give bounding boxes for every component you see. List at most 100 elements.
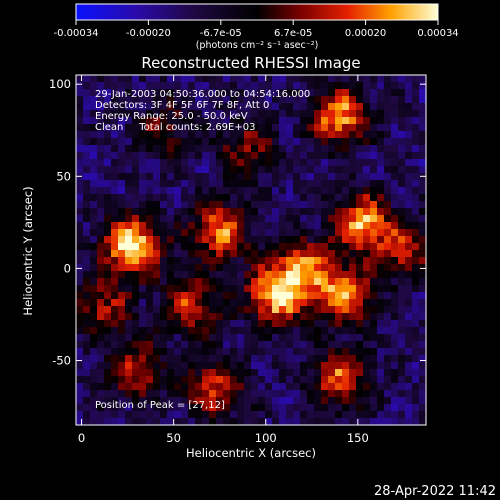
heatmap-cell (419, 75, 427, 83)
heatmap-cell (251, 180, 259, 188)
heatmap-cell (251, 411, 259, 419)
heatmap-cell (118, 124, 126, 132)
heatmap-cell (139, 369, 147, 377)
heatmap-cell (293, 243, 301, 251)
heatmap-cell (104, 362, 112, 370)
heatmap-cell (209, 278, 217, 286)
heatmap-cell (90, 418, 98, 426)
heatmap-cell (321, 103, 329, 111)
heatmap-cell (272, 348, 280, 356)
heatmap-cell (104, 355, 112, 363)
heatmap-cell (132, 124, 140, 132)
heatmap-cell (160, 411, 168, 419)
heatmap-cell (321, 159, 329, 167)
heatmap-cell (76, 117, 84, 125)
heatmap-cell (202, 82, 210, 90)
heatmap-cell (209, 215, 217, 223)
heatmap-cell (342, 313, 350, 321)
heatmap-cell (146, 117, 154, 125)
heatmap-cell (300, 243, 308, 251)
heatmap-cell (286, 348, 294, 356)
heatmap-cell (237, 187, 245, 195)
heatmap-cell (237, 82, 245, 90)
heatmap-cell (356, 124, 364, 132)
heatmap-cell (132, 131, 140, 139)
heatmap-cell (188, 404, 196, 412)
heatmap-cell (132, 82, 140, 90)
heatmap-cell (153, 110, 161, 118)
heatmap-cell (251, 173, 259, 181)
heatmap-cell (209, 264, 217, 272)
heatmap-cell (279, 369, 287, 377)
heatmap-cell (118, 222, 126, 230)
heatmap-cell (258, 292, 266, 300)
heatmap-cell (181, 75, 189, 83)
heatmap-cell (272, 285, 280, 293)
annotation-clean-counts: Clean Total counts: 2.69E+03 (95, 122, 255, 133)
heatmap-cell (139, 187, 147, 195)
heatmap-cell (419, 103, 427, 111)
heatmap-cell (300, 201, 308, 209)
heatmap-cell (363, 404, 371, 412)
heatmap-cell (76, 180, 84, 188)
heatmap-cell (104, 89, 112, 97)
heatmap-cell (258, 117, 266, 125)
heatmap-cell (181, 327, 189, 335)
heatmap-cell (419, 418, 427, 426)
heatmap-cell (342, 383, 350, 391)
heatmap-cell (237, 250, 245, 258)
heatmap-cell (356, 313, 364, 321)
heatmap-cell (398, 348, 406, 356)
heatmap-cell (132, 271, 140, 279)
heatmap-cell (419, 96, 427, 104)
heatmap-cell (370, 215, 378, 223)
heatmap-cell (132, 327, 140, 335)
heatmap-cell (377, 257, 385, 265)
heatmap-cell (188, 362, 196, 370)
heatmap-cell (202, 89, 210, 97)
heatmap-cell (230, 89, 238, 97)
heatmap-cell (314, 103, 322, 111)
heatmap-cell (76, 292, 84, 300)
heatmap-cell (160, 159, 168, 167)
heatmap-cell (265, 299, 273, 307)
heatmap-cell (195, 411, 203, 419)
heatmap-cell (307, 208, 315, 216)
heatmap-cell (146, 131, 154, 139)
heatmap-cell (111, 89, 119, 97)
heatmap-cell (258, 320, 266, 328)
heatmap-cell (384, 271, 392, 279)
heatmap-cell (153, 369, 161, 377)
heatmap-cell (174, 362, 182, 370)
heatmap-cell (181, 138, 189, 146)
heatmap-cell (111, 257, 119, 265)
heatmap-cell (349, 229, 357, 237)
heatmap-cell (384, 341, 392, 349)
heatmap-cell (419, 390, 427, 398)
heatmap-cell (181, 250, 189, 258)
heatmap-cell (97, 243, 105, 251)
heatmap-cell (118, 152, 126, 160)
heatmap-cell (160, 383, 168, 391)
heatmap-cell (251, 397, 259, 405)
heatmap-cell (216, 82, 224, 90)
heatmap-cell (160, 278, 168, 286)
heatmap-cell (419, 138, 427, 146)
heatmap-cell (412, 82, 420, 90)
heatmap-cell (244, 383, 252, 391)
heatmap-cell (307, 159, 315, 167)
heatmap-cell (286, 404, 294, 412)
heatmap-cell (167, 250, 175, 258)
heatmap-cell (377, 383, 385, 391)
heatmap-cell (188, 222, 196, 230)
heatmap-cell (132, 201, 140, 209)
heatmap-cell (202, 180, 210, 188)
heatmap-cell (125, 355, 133, 363)
heatmap-cell (279, 278, 287, 286)
heatmap-cell (97, 278, 105, 286)
heatmap-cell (335, 355, 343, 363)
heatmap-cell (272, 180, 280, 188)
heatmap-cell (111, 306, 119, 314)
heatmap-cell (104, 306, 112, 314)
heatmap-cell (377, 376, 385, 384)
